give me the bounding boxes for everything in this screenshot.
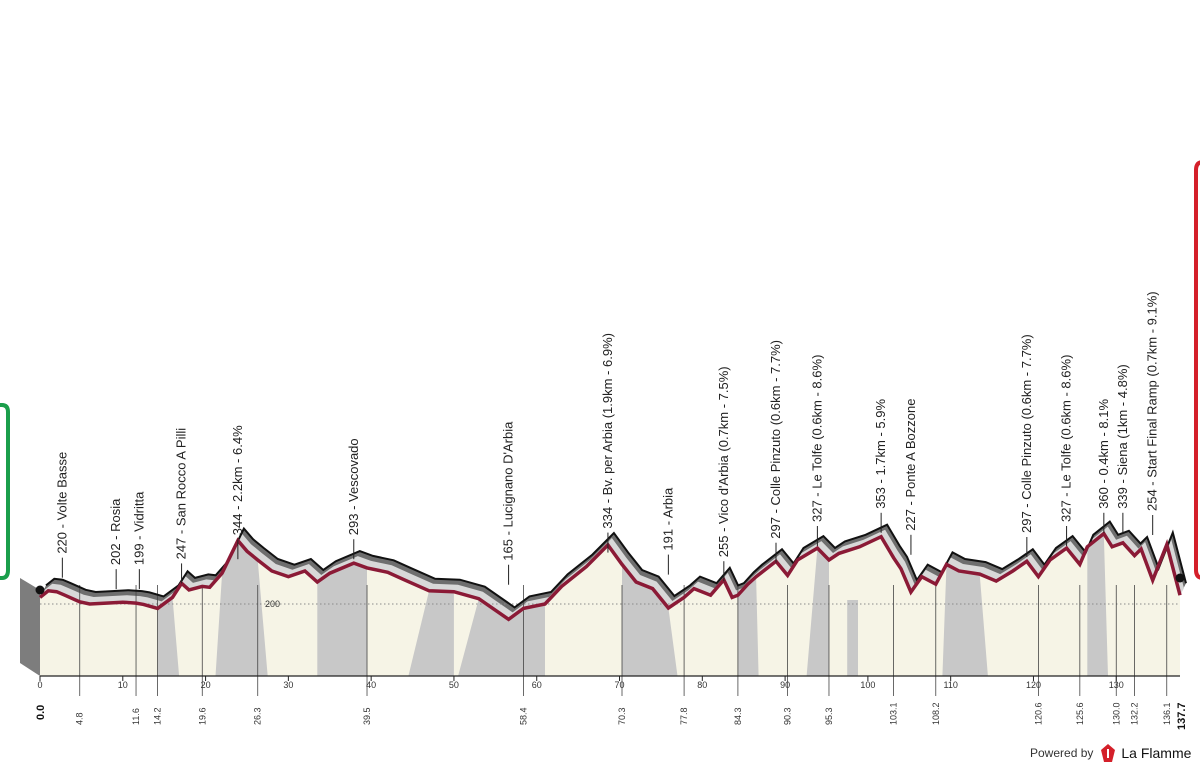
x-tick-label: 30 bbox=[283, 680, 293, 690]
km-marker-label: 14.2 bbox=[153, 707, 163, 725]
km-marker-label: 95.3 bbox=[824, 707, 834, 725]
gravel-sector bbox=[1087, 533, 1108, 676]
waypoint-label: 339 - Siena (1km - 4.8%) bbox=[1115, 364, 1130, 509]
x-tick-label: 10 bbox=[118, 680, 128, 690]
km-marker-label: 103.1 bbox=[889, 702, 899, 725]
km-marker-label: 19.6 bbox=[197, 707, 207, 725]
km-marker-label: 11.6 bbox=[131, 708, 141, 725]
profile-field-area bbox=[40, 533, 1180, 676]
powered-by-text: Powered by bbox=[1030, 746, 1094, 760]
km-marker-label: 39.5 bbox=[362, 707, 372, 725]
waypoint-label: 191 - Arbia bbox=[660, 487, 675, 551]
powered-by-footer: Powered by La Flamme bbox=[1030, 738, 1200, 768]
km-marker-label: 4.8 bbox=[75, 712, 85, 725]
x-tick-label: 40 bbox=[366, 680, 376, 690]
x-tick-label: 0 bbox=[37, 680, 42, 690]
profile-ridge-line bbox=[45, 520, 1187, 609]
gravel-sector bbox=[317, 563, 367, 676]
km-marker-label: 120.6 bbox=[1033, 702, 1043, 725]
x-tick-label: 80 bbox=[697, 680, 707, 690]
x-tick-label: 120 bbox=[1026, 680, 1041, 690]
x-axis-ticks: 0 10 20 30 40 50 60 70 80 90 100 110 120 130 bbox=[37, 676, 1124, 690]
km-marker-label: 26.3 bbox=[253, 707, 263, 725]
waypoint-label: 255 - Vico d'Arbia (0.7km - 7.5%) bbox=[716, 366, 731, 557]
waypoint-label: 165 - Lucignano D'Arbia bbox=[501, 421, 516, 561]
waypoint-label: 353 - 1.7km - 5.9% bbox=[873, 399, 888, 509]
reference-altitude-label: 200 bbox=[265, 599, 280, 609]
km-marker-label: 77.8 bbox=[679, 707, 689, 725]
x-tick-label: 110 bbox=[943, 680, 957, 690]
km-marker-label: 130.0 bbox=[1111, 702, 1121, 725]
profile-side-band bbox=[20, 578, 40, 676]
km-marker-label: 90.3 bbox=[783, 707, 793, 725]
waypoint-label: 227 - Ponte A Bozzone bbox=[903, 399, 918, 531]
gravel-sector bbox=[215, 540, 268, 676]
gravel-sector bbox=[847, 600, 858, 676]
x-tick-label: 60 bbox=[532, 680, 542, 690]
flame-logo-icon bbox=[1101, 744, 1116, 762]
gravel-sector bbox=[408, 590, 454, 676]
start-km-label: 0.0 bbox=[35, 705, 47, 720]
start-dot bbox=[35, 585, 45, 595]
waypoint-label: 293 - Vescovado bbox=[346, 438, 361, 535]
x-tick-label: 20 bbox=[201, 680, 211, 690]
waypoint-label: 220 - Volte Basse bbox=[54, 452, 69, 554]
x-tick-label: 50 bbox=[449, 680, 459, 690]
km-marker-label: 58.4 bbox=[518, 707, 528, 725]
km-marker-label: 108.2 bbox=[931, 702, 941, 725]
waypoint-label: 327 - Le Tolfe (0.6km - 8.6%) bbox=[1059, 355, 1074, 522]
waypoint-label: 199 - Vidritta bbox=[131, 491, 146, 565]
waypoint-label: 360 - 0.4km - 8.1% bbox=[1096, 399, 1111, 509]
waypoint-labels: 220 - Volte Basse 202 - Rosia 199 - Vidrit… bbox=[54, 291, 1160, 590]
km-marker-label: 136.1 bbox=[1162, 702, 1172, 725]
gravel-sector bbox=[622, 564, 678, 676]
waypoint-label: 327 - Le Tolfe (0.6km - 8.6%) bbox=[809, 355, 824, 522]
gravel-sector bbox=[157, 597, 180, 676]
km-marker-label: 84.3 bbox=[733, 707, 743, 725]
waypoint-label: 297 - Colle Pinzuto (0.6km - 7.7%) bbox=[1019, 334, 1034, 533]
x-tick-label: 130 bbox=[1109, 680, 1124, 690]
gravel-sector bbox=[942, 564, 988, 676]
waypoint-label: 297 - Colle Pinzuto (0.6km - 7.7%) bbox=[768, 340, 783, 539]
finish-marker-frame bbox=[1194, 160, 1200, 580]
km-marker-labels: 4.8 11.6 14.2 19.6 26.3 39.5 58.4 70.3 77.8 84.3 9… bbox=[75, 702, 1172, 725]
waypoint-label: 254 - Start Final Ramp (0.7km - 9.1%) bbox=[1145, 291, 1160, 511]
start-marker-frame bbox=[0, 403, 10, 580]
profile-light-surface bbox=[40, 526, 1184, 620]
x-tick-label: 90 bbox=[780, 680, 790, 690]
profile-road-line bbox=[38, 531, 1182, 622]
finish-dot bbox=[1175, 573, 1185, 583]
km-marker-label: 70.3 bbox=[617, 707, 627, 725]
x-tick-label: 100 bbox=[860, 680, 875, 690]
gravel-sector bbox=[806, 548, 829, 676]
x-tick-label: 70 bbox=[615, 680, 625, 690]
km-marker-label: 125.6 bbox=[1075, 702, 1085, 725]
finish-km-label: 137.7 bbox=[1176, 702, 1188, 730]
gravel-sector bbox=[737, 576, 759, 676]
waypoint-label: 344 - 2.2km - 6.4% bbox=[230, 425, 245, 535]
brand-name: La Flamme bbox=[1121, 745, 1192, 761]
waypoint-label: 247 - San Rocco A Pilli bbox=[174, 428, 189, 560]
km-marker-label: 132.2 bbox=[1129, 702, 1139, 725]
waypoint-label: 202 - Rosia bbox=[108, 498, 123, 565]
waypoint-label: 334 - Bv. per Arbia (1.9km - 6.9%) bbox=[600, 333, 615, 529]
km-marker-lines bbox=[79, 585, 1168, 696]
